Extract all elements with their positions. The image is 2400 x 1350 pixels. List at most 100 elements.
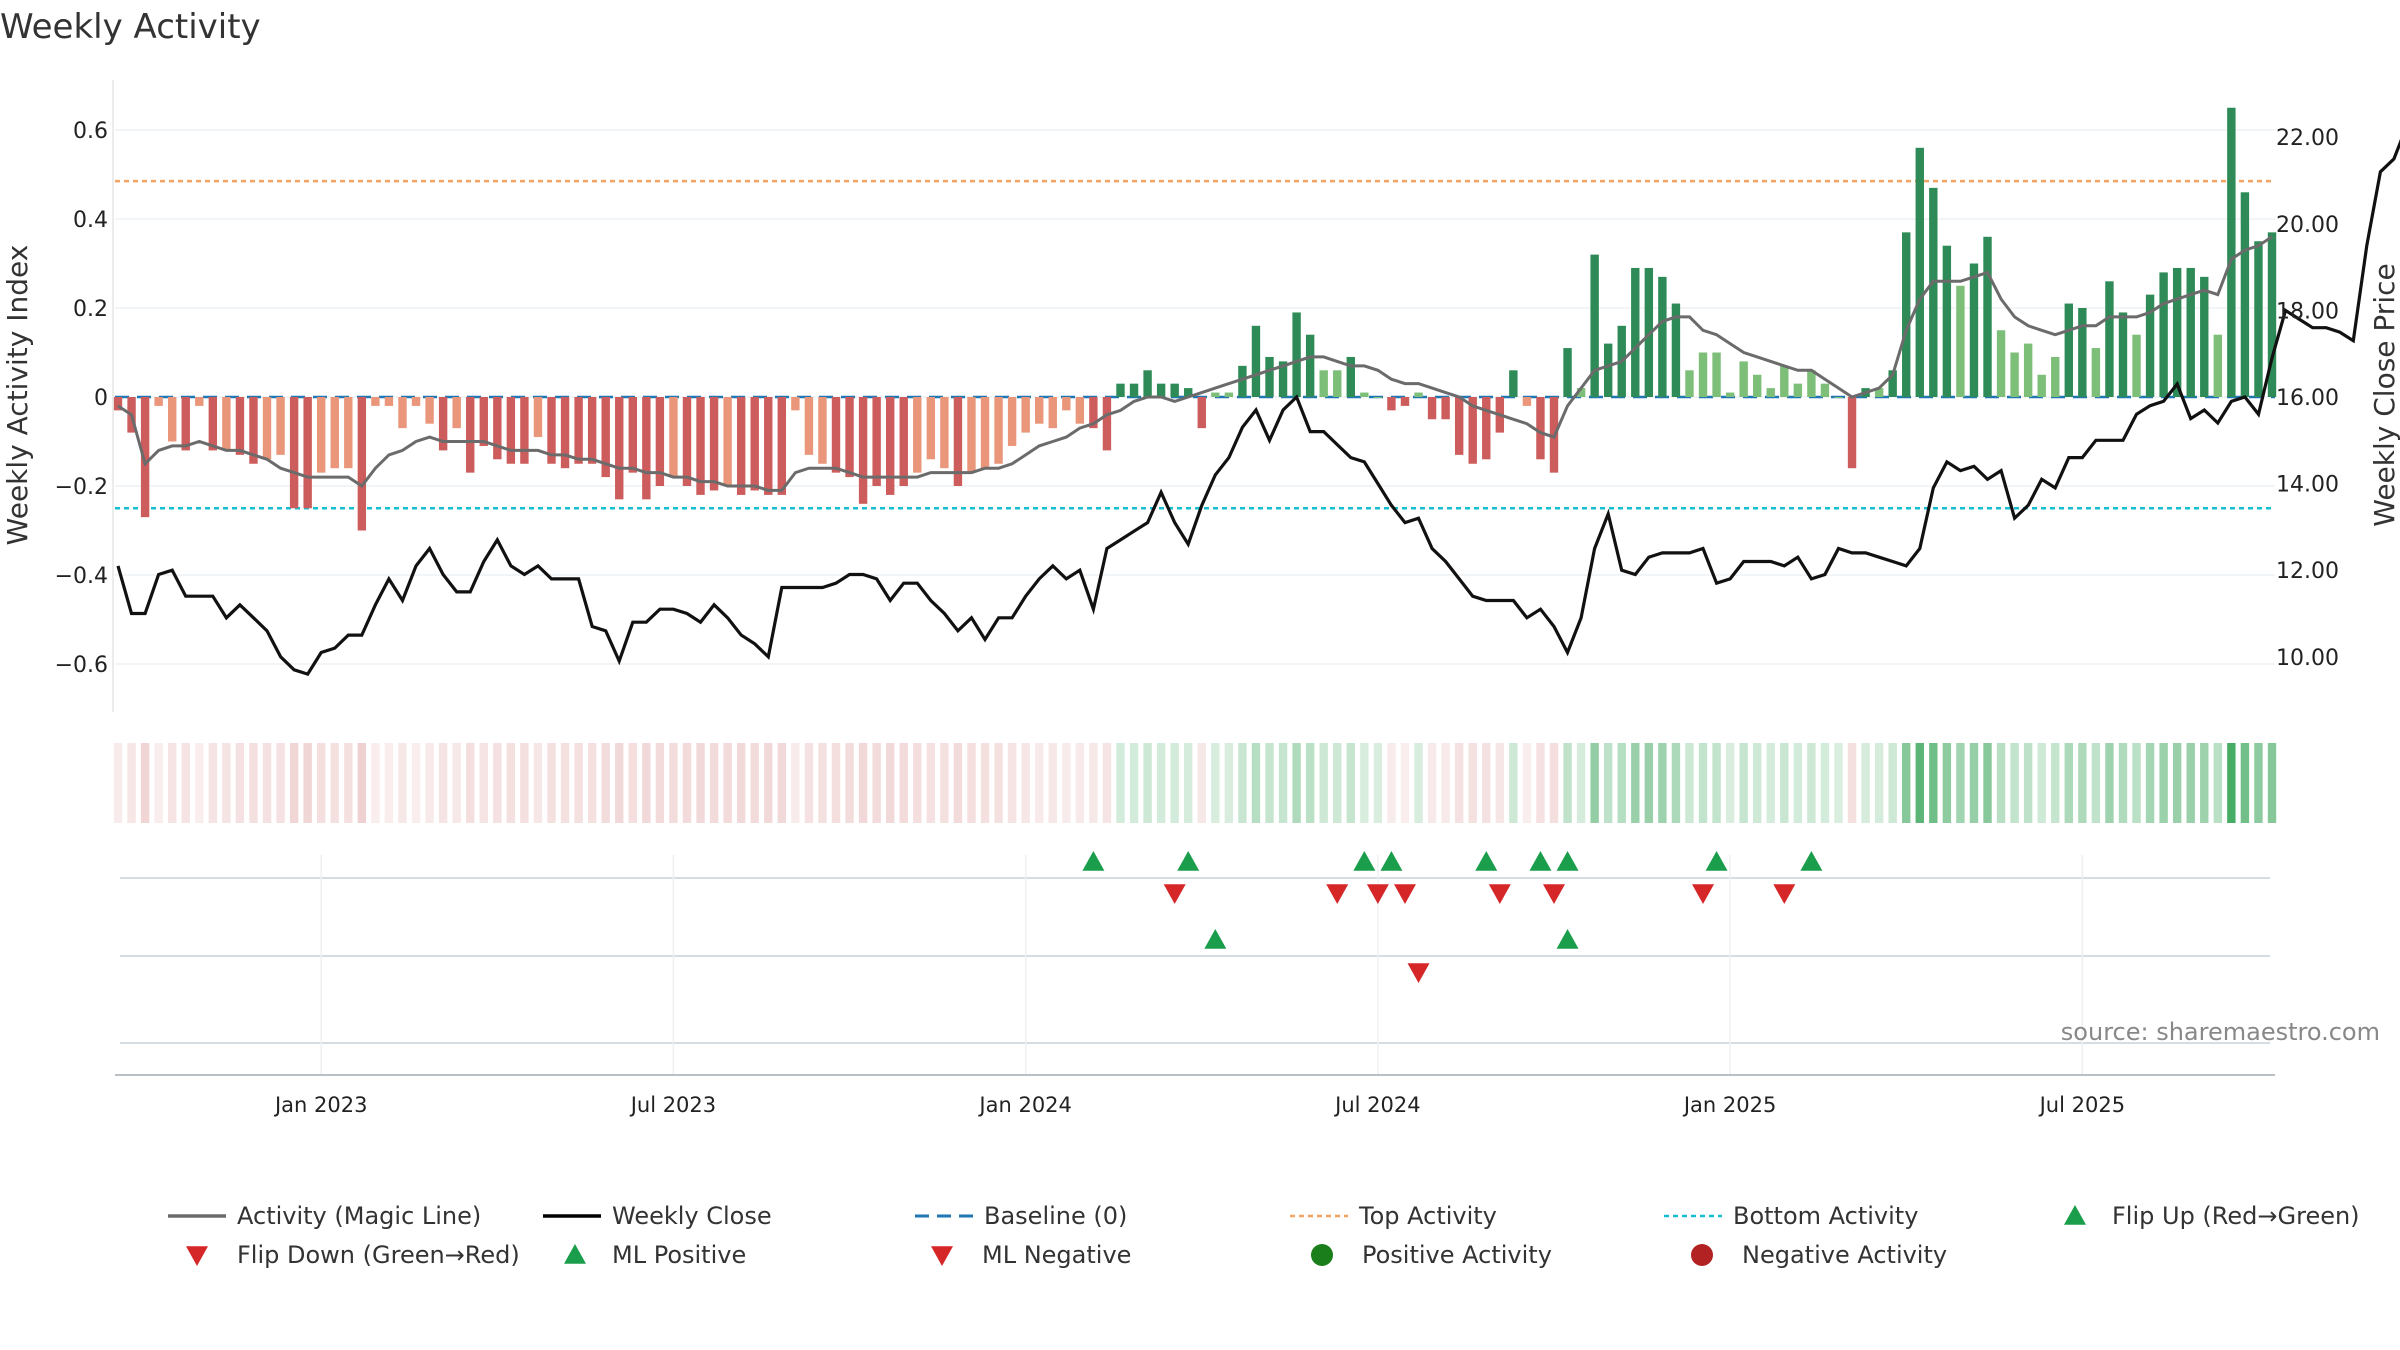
heat-cell [1305, 743, 1315, 823]
flip-down-marker [1543, 884, 1565, 904]
activity-bar [167, 397, 177, 442]
x-tick-label: Jul 2024 [1333, 1093, 1420, 1117]
activity-bar [1888, 370, 1897, 397]
legend-label: Activity (Magic Line) [237, 1202, 481, 1230]
heat-cell [1956, 743, 1965, 823]
heat-cell [1333, 743, 1342, 823]
activity-bar [2267, 232, 2277, 397]
heat-cell [926, 743, 936, 823]
heat-cell [831, 743, 841, 823]
heat-cell [1441, 743, 1450, 823]
y-right-tick-label: 20.00 [2276, 213, 2339, 238]
heat-cell [1089, 743, 1098, 823]
heat-cell [276, 743, 285, 823]
heat-cell [709, 743, 719, 823]
activity-bar [1468, 397, 1477, 464]
flip-up-marker [1353, 851, 1376, 871]
activity-bar [669, 397, 678, 478]
legend-swatch [186, 1246, 208, 1266]
heat-cell [249, 743, 258, 823]
activity-bar [520, 397, 529, 464]
heat-cell [791, 743, 800, 823]
heat-cell [994, 743, 1003, 823]
legend-item: Baseline (0) [915, 1202, 1127, 1230]
heat-cell [967, 743, 976, 823]
heat-cell [1549, 743, 1559, 823]
heat-cell [1969, 743, 1979, 823]
flip-down-marker [1692, 884, 1715, 904]
heat-cell [804, 743, 814, 823]
heat-cell [167, 743, 177, 823]
heat-cell [2023, 743, 2033, 823]
activity-bar [1631, 267, 1640, 397]
heat-cell [1576, 743, 1586, 823]
y-axis-right-title: Weekly Close Price [2368, 263, 2400, 526]
x-tick-label: Jul 2025 [2038, 1093, 2125, 1117]
y-right-tick-label: 18.00 [2276, 299, 2339, 324]
activity-bar [1671, 303, 1681, 397]
y-left-tick-label: −0.6 [55, 653, 108, 678]
activity-bar [709, 397, 719, 491]
heat-cell [913, 743, 922, 823]
activity-bar [113, 397, 123, 411]
activity-bar [1170, 383, 1179, 397]
heat-cell [1075, 743, 1085, 823]
legend-swatch [1311, 1244, 1333, 1266]
activity-bar [1969, 263, 1979, 397]
x-tick-label: Jan 2023 [273, 1093, 368, 1117]
activity-bar [628, 397, 637, 473]
heat-cell [371, 743, 380, 823]
flip-down-marker [1393, 884, 1416, 904]
activity-bar [1712, 352, 1721, 397]
y-left-tick-label: −0.4 [55, 564, 108, 589]
activity-bar [249, 397, 258, 464]
activity-bar [750, 397, 759, 491]
ml-positive-marker [1556, 929, 1579, 949]
activity-bar [398, 397, 407, 429]
activity-bar [1211, 392, 1220, 397]
heat-cell [1468, 743, 1477, 823]
heat-cell [2227, 743, 2236, 823]
heat-cell [1143, 743, 1152, 823]
activity-bar [980, 397, 990, 469]
heat-cell [2159, 743, 2168, 823]
heat-cell [980, 743, 990, 823]
activity-bar [1658, 276, 1667, 397]
heat-cell [723, 743, 732, 823]
flip-up-marker [1380, 851, 1403, 871]
heat-cell [777, 743, 787, 823]
activity-bar [2078, 308, 2087, 397]
heat-cell [195, 743, 204, 823]
heat-cell [1387, 743, 1396, 823]
heat-cell [1522, 743, 1532, 823]
activity-bar [547, 397, 556, 464]
activity-bar [1116, 383, 1125, 397]
heat-cell [885, 743, 895, 823]
heat-cell [208, 743, 218, 823]
activity-bar [2023, 343, 2033, 397]
heat-cell [1820, 743, 1830, 823]
heat-cell [615, 743, 624, 823]
activity-bar [1793, 383, 1803, 397]
heat-cell [1807, 743, 1816, 823]
legend-label: Weekly Close [612, 1202, 772, 1230]
heat-cell [1617, 743, 1626, 823]
heat-cell [2105, 743, 2114, 823]
heat-cell [1495, 743, 1505, 823]
activity-bar [1509, 370, 1518, 397]
heat-cell [642, 743, 651, 823]
activity-bar [2132, 334, 2141, 397]
heat-cell [1698, 743, 1708, 823]
activity-bar [2159, 272, 2168, 397]
activity-heat-strip [113, 743, 2277, 823]
heat-cell [1847, 743, 1857, 823]
heat-cell [520, 743, 529, 823]
axes: 0.6 0.4 0.2 0 −0.2 −0.4 −0.6 22.00 20.00 18.00 16.… [55, 80, 2339, 712]
heat-cell [1278, 743, 1288, 823]
heat-cell [1983, 743, 1992, 823]
heat-cell [533, 743, 543, 823]
flip-down-marker [1326, 884, 1349, 904]
activity-bar [1576, 388, 1586, 397]
flip-up-marker [1475, 851, 1498, 871]
